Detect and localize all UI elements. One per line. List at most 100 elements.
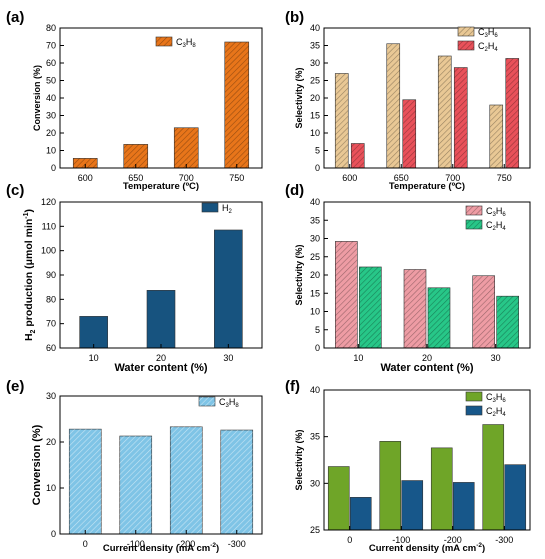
y-tick-label: 30 (46, 111, 56, 121)
bar-h2-30 (214, 229, 243, 349)
y-tick-label: 30 (310, 234, 320, 244)
x-axis-label: Temperature (ºC) (389, 181, 465, 192)
bar-c3h6-0 (327, 466, 350, 531)
x-tick-label: -300 (495, 535, 513, 545)
bar-hatch (119, 436, 152, 534)
y-tick-label: 60 (46, 343, 56, 353)
legend-swatch-hatch (466, 220, 482, 229)
y-tick-label: 100 (41, 246, 56, 256)
x-tick-label: 20 (156, 353, 166, 363)
chart-panel-e: (e) 0 10 20 30 0 -100 -200 -300 Current density (… (6, 378, 263, 554)
panel-label: (a) (6, 9, 24, 26)
y-tick-label: 10 (310, 128, 320, 138)
x-tick-label: 600 (342, 173, 357, 183)
bar-hatch (170, 426, 203, 534)
y-tick-label: 20 (46, 437, 56, 447)
y-tick-label: 50 (46, 76, 56, 86)
x-tick-label: 10 (89, 353, 99, 363)
x-axis-label: Temperature (ºC) (123, 181, 199, 192)
x-axis-label: Water content (%) (380, 362, 473, 374)
bar-hatch (69, 429, 102, 534)
y-tick-label: 30 (46, 391, 56, 401)
bar-hatch (351, 143, 365, 168)
y-tick-label: 30 (310, 58, 320, 68)
x-tick-label: 700 (445, 173, 460, 183)
x-tick-label: 0 (347, 535, 352, 545)
y-tick-label: 40 (46, 93, 56, 103)
x-axis-label: Current density (mA cm-2) (369, 542, 485, 554)
x-tick-label: -100 (392, 535, 410, 545)
y-tick-label: 10 (310, 307, 320, 317)
legend-swatch-hatch (156, 37, 172, 46)
y-axis-label: Conversion (%) (31, 424, 43, 505)
y-tick-label: 5 (315, 325, 320, 335)
legend-swatch-hatch (466, 206, 482, 215)
x-tick-label: 750 (229, 173, 244, 183)
legend-swatch-hatch (458, 41, 474, 50)
y-tick-label: 40 (310, 23, 320, 33)
x-tick-label: -100 (127, 539, 145, 549)
y-tick-label: 10 (46, 483, 56, 493)
y-tick-label: 35 (310, 432, 320, 442)
y-axis-label: Selectivity (%) (294, 67, 304, 128)
panel-label: (f) (285, 378, 300, 395)
y-tick-label: 20 (310, 93, 320, 103)
y-tick-label: 70 (46, 319, 56, 329)
y-tick-label: 5 (315, 146, 320, 156)
y-tick-label: 110 (42, 221, 56, 231)
y-tick-label: 20 (310, 270, 320, 280)
axes-frame (59, 395, 263, 535)
bar-hatch (402, 99, 416, 168)
bar-hatch (73, 158, 98, 168)
legend-label: C2H4 (486, 220, 506, 232)
y-tick-label: 25 (310, 76, 320, 86)
y-tick-label: 25 (310, 525, 320, 535)
x-axis-label: Water content (%) (114, 362, 207, 374)
y-tick-label: 0 (51, 529, 56, 539)
legend-swatch (465, 405, 483, 416)
panel-label: (e) (6, 378, 24, 395)
legend-label: C3H6 (486, 392, 506, 404)
bar-c2h4--100 (401, 480, 424, 531)
bar-hatch (404, 269, 426, 348)
bar-c3h6--100 (379, 441, 402, 531)
x-tick-label: 20 (422, 353, 432, 363)
bar-hatch (359, 266, 382, 348)
bar-h2-10 (79, 316, 108, 349)
panel-label: (c) (6, 182, 24, 199)
bar-hatch (386, 43, 400, 168)
x-tick-label: 650 (128, 173, 143, 183)
y-axis-label: H2 production (μmol min-1) (23, 209, 37, 341)
y-tick-label: 120 (41, 197, 56, 207)
y-tick-label: 0 (315, 163, 320, 173)
legend-label: C3H8 (219, 397, 239, 409)
y-tick-label: 0 (315, 343, 320, 353)
y-tick-label: 35 (310, 41, 320, 51)
bar-hatch (224, 42, 249, 168)
legend-label: C3H8 (176, 37, 196, 49)
chart-panel-f: (f) 25 30 35 40 0 -100 -200 -300 Current density … (285, 378, 531, 554)
legend-label: C2H4 (486, 406, 506, 418)
y-axis-label: Selectivity (%) (294, 429, 304, 490)
bar-h2-20 (146, 290, 176, 349)
bar-hatch (174, 127, 199, 168)
bar-hatch (438, 56, 452, 168)
x-axis-label: Current density (mA cm-2) (103, 542, 219, 554)
y-tick-label: 10 (46, 146, 56, 156)
legend-swatch (201, 202, 219, 213)
x-tick-label: 30 (223, 353, 233, 363)
y-tick-label: 80 (46, 23, 56, 33)
bar-c2h4--200 (452, 482, 475, 531)
legend-label: C3H6 (486, 206, 506, 218)
y-tick-label: 20 (46, 128, 56, 138)
bar-hatch (220, 430, 253, 534)
bar-hatch (454, 67, 468, 168)
x-tick-label: -200 (177, 539, 195, 549)
y-tick-label: 40 (310, 197, 320, 207)
panel-label: (d) (285, 182, 304, 199)
y-tick-label: 30 (310, 478, 320, 488)
bar-hatch (335, 73, 349, 168)
y-axis-label: Conversion (%) (32, 65, 42, 131)
bar-hatch (428, 287, 450, 348)
